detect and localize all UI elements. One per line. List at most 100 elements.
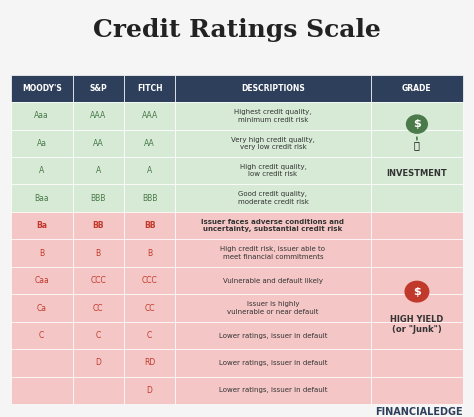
FancyBboxPatch shape <box>175 294 371 322</box>
Text: S&P: S&P <box>89 84 107 93</box>
Text: Highest credit quality,
minimum credit risk: Highest credit quality, minimum credit r… <box>234 109 312 123</box>
Text: Aaa: Aaa <box>34 111 49 121</box>
Text: A: A <box>147 166 152 175</box>
Text: RD: RD <box>144 359 155 367</box>
Text: $: $ <box>413 286 421 296</box>
Text: INVESTMENT: INVESTMENT <box>386 169 447 178</box>
FancyBboxPatch shape <box>371 130 463 157</box>
Text: AAA: AAA <box>141 111 158 121</box>
FancyBboxPatch shape <box>124 377 175 404</box>
Text: Ba: Ba <box>36 221 47 230</box>
Text: B: B <box>147 249 152 258</box>
FancyBboxPatch shape <box>175 75 371 102</box>
Text: BB: BB <box>92 221 104 230</box>
Text: GRADE: GRADE <box>402 84 432 93</box>
Text: CC: CC <box>145 304 155 313</box>
Text: D: D <box>146 386 153 395</box>
Text: A: A <box>96 166 101 175</box>
FancyBboxPatch shape <box>11 349 73 377</box>
Text: C: C <box>147 331 152 340</box>
Text: Issuer faces adverse conditions and
uncertainty, substantial credit risk: Issuer faces adverse conditions and unce… <box>201 219 345 232</box>
FancyBboxPatch shape <box>124 349 175 377</box>
Text: BB: BB <box>144 221 155 230</box>
Text: AA: AA <box>144 139 155 148</box>
FancyBboxPatch shape <box>175 130 371 157</box>
FancyBboxPatch shape <box>11 239 73 267</box>
FancyBboxPatch shape <box>175 267 371 294</box>
Text: Lower ratings, issuer in default: Lower ratings, issuer in default <box>219 332 327 339</box>
FancyBboxPatch shape <box>73 349 124 377</box>
Text: Caa: Caa <box>34 276 49 285</box>
Text: AA: AA <box>93 139 104 148</box>
FancyBboxPatch shape <box>11 322 73 349</box>
FancyBboxPatch shape <box>73 377 124 404</box>
FancyBboxPatch shape <box>73 322 124 349</box>
FancyBboxPatch shape <box>371 75 463 102</box>
FancyBboxPatch shape <box>73 239 124 267</box>
FancyBboxPatch shape <box>73 267 124 294</box>
FancyBboxPatch shape <box>124 184 175 212</box>
Text: 🌿: 🌿 <box>414 140 420 150</box>
FancyBboxPatch shape <box>175 157 371 184</box>
FancyBboxPatch shape <box>73 102 124 130</box>
FancyBboxPatch shape <box>371 239 463 267</box>
Text: A: A <box>39 166 44 175</box>
FancyBboxPatch shape <box>124 239 175 267</box>
FancyBboxPatch shape <box>73 294 124 322</box>
Text: BBB: BBB <box>142 194 157 203</box>
FancyBboxPatch shape <box>73 184 124 212</box>
Text: Vulnerable and default likely: Vulnerable and default likely <box>223 278 323 284</box>
Text: Good credit quality,
moderate credit risk: Good credit quality, moderate credit ris… <box>237 191 309 205</box>
FancyBboxPatch shape <box>371 157 463 184</box>
FancyBboxPatch shape <box>11 212 73 239</box>
FancyBboxPatch shape <box>124 75 175 102</box>
Text: Credit Ratings Scale: Credit Ratings Scale <box>93 18 381 42</box>
FancyBboxPatch shape <box>175 102 371 130</box>
FancyBboxPatch shape <box>73 130 124 157</box>
Text: CC: CC <box>93 304 103 313</box>
FancyBboxPatch shape <box>124 157 175 184</box>
FancyBboxPatch shape <box>175 349 371 377</box>
FancyBboxPatch shape <box>124 294 175 322</box>
Text: B: B <box>96 249 101 258</box>
Text: High credit risk, issuer able to
meet financial commitments: High credit risk, issuer able to meet fi… <box>220 246 326 260</box>
Text: C: C <box>39 331 44 340</box>
Text: CCC: CCC <box>91 276 106 285</box>
Text: BBB: BBB <box>91 194 106 203</box>
FancyBboxPatch shape <box>371 349 463 377</box>
Text: D: D <box>95 359 101 367</box>
FancyBboxPatch shape <box>11 130 73 157</box>
FancyBboxPatch shape <box>371 102 463 130</box>
Text: AAA: AAA <box>90 111 106 121</box>
FancyBboxPatch shape <box>371 212 463 239</box>
FancyBboxPatch shape <box>11 294 73 322</box>
Text: High credit quality,
low credit risk: High credit quality, low credit risk <box>239 164 306 178</box>
FancyBboxPatch shape <box>175 239 371 267</box>
FancyBboxPatch shape <box>11 157 73 184</box>
Text: MOODY'S: MOODY'S <box>22 84 62 93</box>
Text: DESCRIPTIONS: DESCRIPTIONS <box>241 84 305 93</box>
Text: Ca: Ca <box>36 304 46 313</box>
Text: C: C <box>96 331 101 340</box>
Text: B: B <box>39 249 44 258</box>
Text: Baa: Baa <box>34 194 49 203</box>
FancyBboxPatch shape <box>73 75 124 102</box>
Text: FITCH: FITCH <box>137 84 163 93</box>
Text: Lower ratings, issuer in default: Lower ratings, issuer in default <box>219 360 327 366</box>
Text: Aa: Aa <box>36 139 46 148</box>
Text: CCC: CCC <box>142 276 157 285</box>
FancyBboxPatch shape <box>73 157 124 184</box>
FancyBboxPatch shape <box>124 267 175 294</box>
Text: HIGH YIELD
(or "Junk"): HIGH YIELD (or "Junk") <box>390 315 444 334</box>
FancyBboxPatch shape <box>73 212 124 239</box>
FancyBboxPatch shape <box>175 377 371 404</box>
FancyBboxPatch shape <box>175 322 371 349</box>
FancyBboxPatch shape <box>124 102 175 130</box>
FancyBboxPatch shape <box>11 184 73 212</box>
Text: FINANCIALEDGE: FINANCIALEDGE <box>375 407 463 417</box>
Circle shape <box>407 115 427 133</box>
FancyBboxPatch shape <box>371 377 463 404</box>
Text: Very high credit quality,
very low credit risk: Very high credit quality, very low credi… <box>231 136 315 150</box>
FancyBboxPatch shape <box>124 212 175 239</box>
FancyBboxPatch shape <box>371 184 463 212</box>
